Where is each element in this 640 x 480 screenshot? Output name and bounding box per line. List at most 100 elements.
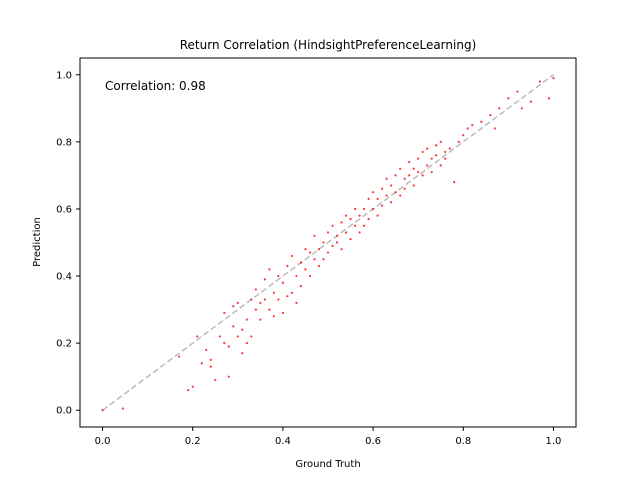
scatter-point [245,318,248,321]
scatter-point [295,274,298,278]
scatter-point [236,335,239,338]
x-tick-label: 1.0 [546,436,562,447]
scatter-point [209,365,212,368]
y-tick-label: 0.8 [56,137,72,148]
scatter-point [335,234,339,237]
y-axis-ticks: 0.0 0.2 0.4 0.6 0.8 1.0 [56,70,80,417]
scatter-point [241,328,244,331]
scatter-point [462,134,465,137]
scatter-point [223,311,226,315]
scatter-point [326,231,330,234]
scatter-point [277,298,280,301]
plot-area-frame [79,57,577,428]
scatter-point [453,181,456,184]
scatter-point [322,258,325,261]
scatter-point [263,278,266,281]
x-tick-label: 0.8 [455,436,471,447]
scatter-point [250,335,253,338]
scatter-point [205,348,208,351]
scatter-point [403,177,406,180]
scatter-point [353,207,357,211]
scatter-point [254,288,257,291]
scatter-point [317,248,321,251]
reference-line [102,74,554,411]
scatter-point [538,80,542,83]
scatter-point [435,154,438,157]
scatter-point [259,301,262,304]
scatter-point [308,274,312,278]
scatter-point [417,157,420,160]
scatter-point [299,261,303,264]
scatter-point [552,77,555,80]
scatter-point [439,164,442,167]
x-tick-label: 0.4 [275,436,291,447]
scatter-point [367,197,370,200]
scatter-point [331,244,334,247]
scatter-point [232,305,235,308]
scatter-point [498,107,501,110]
scatter-point [390,201,393,204]
scatter-point [335,241,339,244]
points-layer [101,77,555,412]
scatter-point [322,241,325,244]
scatter-point [250,298,253,301]
scatter-point [421,150,424,154]
y-tick-label: 0.6 [56,204,72,215]
scatter-point [362,224,366,227]
scatter-point [281,311,285,315]
scatter-point [187,389,190,392]
scatter-point [381,204,384,207]
scatter-point [493,127,496,130]
scatter-point [326,251,330,254]
scatter-point [344,214,348,217]
scatter-point [304,248,307,251]
scatter-point [376,197,379,200]
scatter-point [295,301,298,304]
scatter-point [466,127,469,130]
scatter-point [371,191,375,194]
scatter-point [381,187,384,190]
scatter-point [430,170,433,174]
scatter-point [394,174,397,177]
scatter-point [263,298,266,301]
scatter-point [200,362,203,365]
scatter-point [317,264,321,268]
scatter-point [344,231,348,234]
scatter-point [358,231,361,234]
scatter-point [286,295,289,298]
scatter-point [417,170,420,174]
chart-title: Return Correlation (HindsightPreferenceL… [180,38,477,52]
y-tick-label: 0.2 [56,339,72,350]
scatter-point [412,184,415,187]
scatter-point [516,90,519,93]
scatter-point [196,335,199,338]
scatter-point [385,177,388,180]
scatter-point [227,345,230,348]
scatter-point [435,144,438,147]
x-axis-label: Ground Truth [295,459,360,470]
scatter-point [304,268,307,271]
scatter-point [178,355,181,358]
scatter-point [367,217,370,221]
scatter-point [399,194,402,197]
reference-line-layer [102,74,554,411]
scatter-point [259,318,262,321]
scatter-point [507,97,510,100]
scatter-point [376,214,379,217]
scatter-point [353,224,357,227]
scatter-point [349,217,352,221]
scatter-point [308,251,312,254]
scatter-point [408,174,411,177]
scatter-point [430,157,433,160]
scatter-point [331,224,334,227]
scatter-point [362,207,366,211]
scatter-point [245,342,248,345]
scatter-point [489,113,492,117]
scatter-point [209,358,212,362]
scatter-point [385,194,388,197]
scatter-point [439,140,442,143]
scatter-point [371,207,375,211]
scatter-point [358,214,361,217]
